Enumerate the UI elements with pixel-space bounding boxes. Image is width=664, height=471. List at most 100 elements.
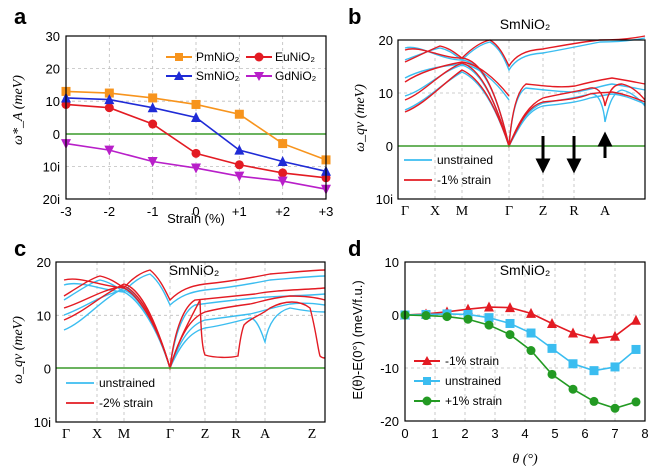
- panel-b-xtick: M: [456, 204, 469, 219]
- panel-b-xtick: Γ: [401, 204, 409, 219]
- panel-a-xtick: +3: [319, 204, 334, 219]
- panel-a-point-eunio2: [148, 119, 158, 129]
- panel-c-legend: unstrained -2% strain: [66, 376, 155, 410]
- panel-a-xtick: 0: [192, 204, 199, 219]
- panel-b-xtick: Γ: [505, 204, 513, 219]
- panel-c-legend-unstrained: unstrained: [99, 376, 155, 390]
- panel-b-ytick: 20: [379, 33, 393, 48]
- panel-d-point: [610, 403, 620, 413]
- panel-d-legend: -1% strain unstrained +1% strain: [414, 354, 502, 408]
- panel-d-point: [547, 343, 557, 353]
- panel-a-xtick: -1: [147, 204, 159, 219]
- panel-d-xtick: 1: [431, 426, 438, 441]
- panel-d-xtick: 3: [491, 426, 498, 441]
- panel-a-ytick: 10: [46, 94, 60, 109]
- panel-c-frame: [55, 261, 326, 423]
- panel-b-letter: b: [348, 4, 361, 29]
- panel-d-point: [589, 396, 599, 406]
- panel-c-xtick: A: [260, 427, 271, 442]
- panel-a-point-pmnio2: [278, 139, 288, 149]
- panel-d-point: [610, 330, 620, 341]
- panel-a-ytick: 0: [53, 127, 60, 142]
- panel-c-ylabel: ω_qν (meV): [11, 316, 26, 384]
- band-c-unstrained-4: [63, 273, 326, 307]
- panel-d-xtick: 0: [401, 426, 408, 441]
- panel-c-ytick: 20: [37, 255, 51, 270]
- panel-d-ytick: 10: [385, 255, 399, 270]
- panel-d-point: [463, 314, 473, 324]
- band-c-strained-1: [63, 283, 326, 371]
- panel-c-xtick: M: [118, 427, 131, 442]
- panel-d-point: [421, 311, 431, 321]
- legend-pmnio2: PmNiO₂: [166, 50, 240, 64]
- legend-gdnio2-label: GdNiO₂: [275, 69, 317, 83]
- panel-d-point: [589, 366, 599, 376]
- panel-d-ytick: 0: [392, 308, 399, 323]
- panel-a-xtick: +1: [232, 204, 247, 219]
- band-b-unstrained-5: [404, 63, 510, 101]
- panel-c-xtick: Γ: [166, 427, 174, 442]
- panel-b-legend: unstrained -1% strain: [404, 153, 493, 187]
- band-c-strained-2: [63, 285, 326, 371]
- panel-d-ylabel: E(θ)-E(0°) (meV/f.u.): [350, 280, 365, 399]
- panel-a-point-gdnio2: [147, 157, 158, 168]
- panel-a-point-gdnio2: [191, 163, 201, 174]
- panel-d-xtick: 6: [581, 426, 588, 441]
- band-c-unstrained-2: [63, 289, 326, 371]
- panel-c-ytick: 10i: [34, 415, 51, 430]
- band-b-strained-5: [404, 61, 510, 97]
- panel-d-point: [526, 346, 536, 356]
- panel-c-letter: c: [14, 236, 26, 261]
- panel-a-frame: [65, 35, 327, 200]
- panel-d-frame: [404, 261, 646, 422]
- band-b-strained-2: [404, 69, 646, 149]
- panel-b-xtick: R: [569, 204, 579, 219]
- panel-c: c SmNiO₂ ω_qν (meV) Γ X M Γ Z R A Z 20 10 0 10i uns…: [11, 236, 326, 442]
- panel-b-ytick: 10i: [376, 192, 393, 207]
- band-b-unstrained-1: [404, 64, 646, 148]
- panel-a: a ω*_A (meV) Strain (%) -3 -2 -1 0 +1 +2 +3 30 2…: [11, 4, 333, 226]
- panel-d-legend-un: unstrained: [445, 374, 501, 388]
- panel-d-point: [568, 384, 578, 394]
- panel-c-xtick: Z: [308, 427, 317, 442]
- panel-b-legend-unstrained: unstrained: [437, 153, 493, 167]
- panel-d-xtick: 8: [641, 426, 648, 441]
- panel-a-ytick: 20: [46, 62, 60, 77]
- legend-smnio2-label: SmNiO₂: [196, 69, 240, 83]
- panel-a-ylabel: ω*_A (meV): [11, 75, 26, 145]
- panel-a-xtick: -2: [104, 204, 116, 219]
- panel-c-legend-strained: -2% strain: [99, 396, 153, 410]
- panel-d-line: [404, 306, 637, 340]
- panel-d-ytick: -10: [380, 361, 399, 376]
- panel-a-point-smnio2: [104, 94, 115, 105]
- panel-a-point-smnio2: [234, 144, 245, 155]
- panel-a-ytick: 30: [46, 29, 60, 44]
- panel-c-xtick: Γ: [62, 427, 70, 442]
- legend-gdnio2: GdNiO₂: [246, 69, 317, 83]
- panel-d-point: [463, 309, 473, 319]
- panel-b-title: SmNiO₂: [500, 16, 551, 32]
- panel-d-letter: d: [348, 236, 361, 261]
- panel-a-xlabel: Strain (%): [167, 211, 225, 226]
- panel-b-xtick: Z: [539, 204, 548, 219]
- panel-c-xtick: R: [231, 427, 241, 442]
- panel-d-xtick: 4: [521, 426, 528, 441]
- panel-c-ytick: 10: [37, 308, 51, 323]
- panel-d-point: [442, 312, 452, 322]
- legend-smnio2: SmNiO₂: [166, 69, 240, 83]
- panel-d-point: [631, 344, 641, 354]
- panel-b-ytick: 10: [379, 86, 393, 101]
- panel-d-point: [568, 359, 578, 369]
- panel-a-point-smnio2: [277, 156, 288, 167]
- panel-a-xtick: +2: [275, 204, 290, 219]
- panel-c-bands: [63, 269, 326, 371]
- panel-a-letter: a: [14, 4, 27, 29]
- panel-a-legend: PmNiO₂ EuNiO₂ SmNiO₂ GdNiO₂: [166, 50, 317, 83]
- panel-c-xtick: X: [92, 427, 102, 442]
- panel-b-arrows: [535, 131, 613, 174]
- panel-a-point-pmnio2: [148, 93, 158, 103]
- panel-a-point-eunio2: [104, 103, 114, 113]
- panel-a-point-pmnio2: [234, 109, 244, 119]
- panel-c-title: SmNiO₂: [169, 262, 220, 278]
